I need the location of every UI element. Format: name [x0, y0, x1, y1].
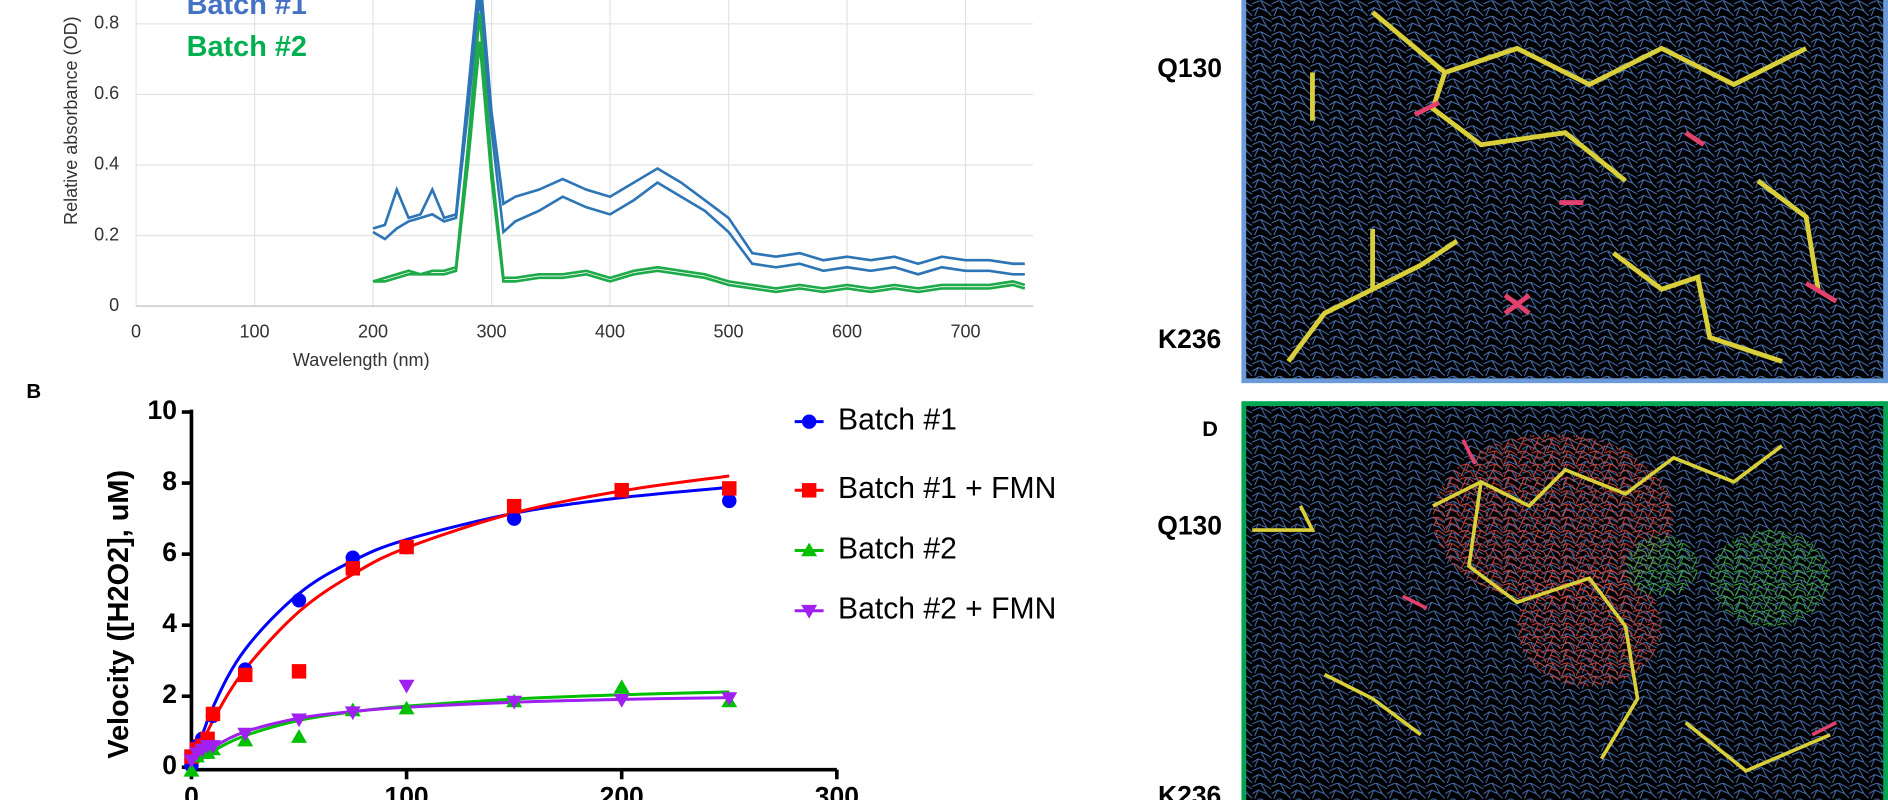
model-sticks-hetero — [1413, 100, 1838, 316]
legend-label: Batch #2 — [838, 532, 957, 565]
panel-label: D — [1202, 416, 1218, 441]
model-sticks-hetero — [1401, 438, 1838, 737]
data-point — [506, 695, 523, 710]
fit-curve — [190, 696, 730, 769]
y-tick-label: 8 — [162, 466, 177, 496]
legend-label: Batch #2 — [187, 31, 307, 63]
spectrum-line — [372, 0, 1025, 276]
model-sticks — [1286, 10, 1821, 364]
data-point — [183, 762, 200, 777]
x-tick-label: 100 — [384, 782, 428, 800]
legend-marker — [801, 483, 817, 498]
y-tick-label: 4 — [162, 608, 177, 638]
model-sticks — [1252, 444, 1831, 773]
spectrum-line — [372, 13, 1026, 290]
x-tick-label: 0 — [184, 782, 199, 800]
data-point — [291, 729, 307, 743]
legend-marker — [801, 542, 818, 557]
mesh-negative — [1625, 536, 1698, 597]
mesh-positive — [1517, 566, 1662, 687]
spectrum-line — [372, 0, 1025, 266]
panel-label: B — [26, 380, 41, 403]
y-tick-label: 6 — [162, 537, 177, 567]
x-tick-label: 400 — [595, 321, 625, 341]
data-point — [398, 700, 415, 715]
mesh-negative — [1709, 530, 1831, 627]
y-axis-title: Relative absorbance (OD) — [61, 16, 81, 225]
legend-marker — [801, 414, 817, 429]
structure-panel-d: D Q130 K236 — [1157, 401, 1888, 800]
data-point — [398, 679, 415, 694]
data-point — [291, 713, 307, 728]
data-point — [238, 667, 253, 683]
legend-label: Batch #1 — [838, 404, 957, 437]
legend-label: Batch #1 + FMN — [838, 472, 1056, 505]
legend-label: Batch #2 + FMN — [838, 593, 1056, 626]
fit-curve — [190, 485, 730, 768]
data-point — [345, 561, 361, 576]
data-point — [237, 727, 254, 742]
data-point — [721, 692, 738, 706]
y-tick-label: 0.8 — [94, 13, 119, 33]
spectrum-line — [373, 41, 1026, 294]
x-tick-label: 0 — [131, 321, 141, 341]
x-tick-label: 300 — [476, 321, 506, 341]
data-point — [291, 593, 307, 608]
data-point — [613, 693, 630, 708]
mesh-positive — [1432, 433, 1674, 603]
x-tick-label: 700 — [950, 321, 980, 341]
data-point — [613, 679, 630, 694]
data-point — [722, 493, 737, 509]
data-point — [722, 481, 737, 496]
x-tick-label: 100 — [239, 321, 269, 341]
fit-curve — [190, 474, 730, 768]
y-tick-label: 0.2 — [94, 224, 119, 244]
data-point — [614, 482, 629, 498]
residue-label: Q130 — [1157, 511, 1222, 541]
x-axis-title: Wavelength (nm) — [293, 350, 430, 370]
data-point — [506, 498, 522, 514]
residue-label: Q130 — [1157, 53, 1222, 83]
legend-label: Batch #1 — [187, 0, 307, 21]
y-tick-label: 0 — [109, 295, 119, 315]
y-tick-label: 0.4 — [94, 154, 119, 174]
data-point — [399, 539, 414, 555]
x-tick-label: 500 — [713, 321, 743, 341]
data-point — [506, 511, 522, 526]
x-tick-label: 300 — [815, 782, 859, 800]
data-point — [205, 740, 221, 754]
y-tick-label: 2 — [162, 679, 177, 709]
plot-a: 0 100 200 300 400 500 600 700 0 0.2 0.4 0.6 0.8 Batch… — [94, 0, 1034, 341]
y-axis-title: Velocity ([H2O2], uM) — [103, 470, 135, 759]
residue-label: K236 — [1158, 324, 1221, 354]
y-tick-label: 10 — [148, 395, 177, 425]
structure-panel-c: Q130 K236 — [1157, 0, 1888, 384]
y-tick-label: 0 — [162, 750, 177, 780]
data-point — [205, 706, 221, 722]
x-tick-label: 200 — [600, 782, 644, 800]
data-point — [291, 664, 307, 679]
data-point — [344, 706, 361, 721]
x-tick-label: 200 — [358, 321, 388, 341]
residue-label: K236 — [1158, 780, 1221, 800]
y-tick-label: 0.6 — [94, 83, 119, 103]
legend-marker — [801, 604, 818, 619]
x-tick-label: 600 — [832, 321, 862, 341]
